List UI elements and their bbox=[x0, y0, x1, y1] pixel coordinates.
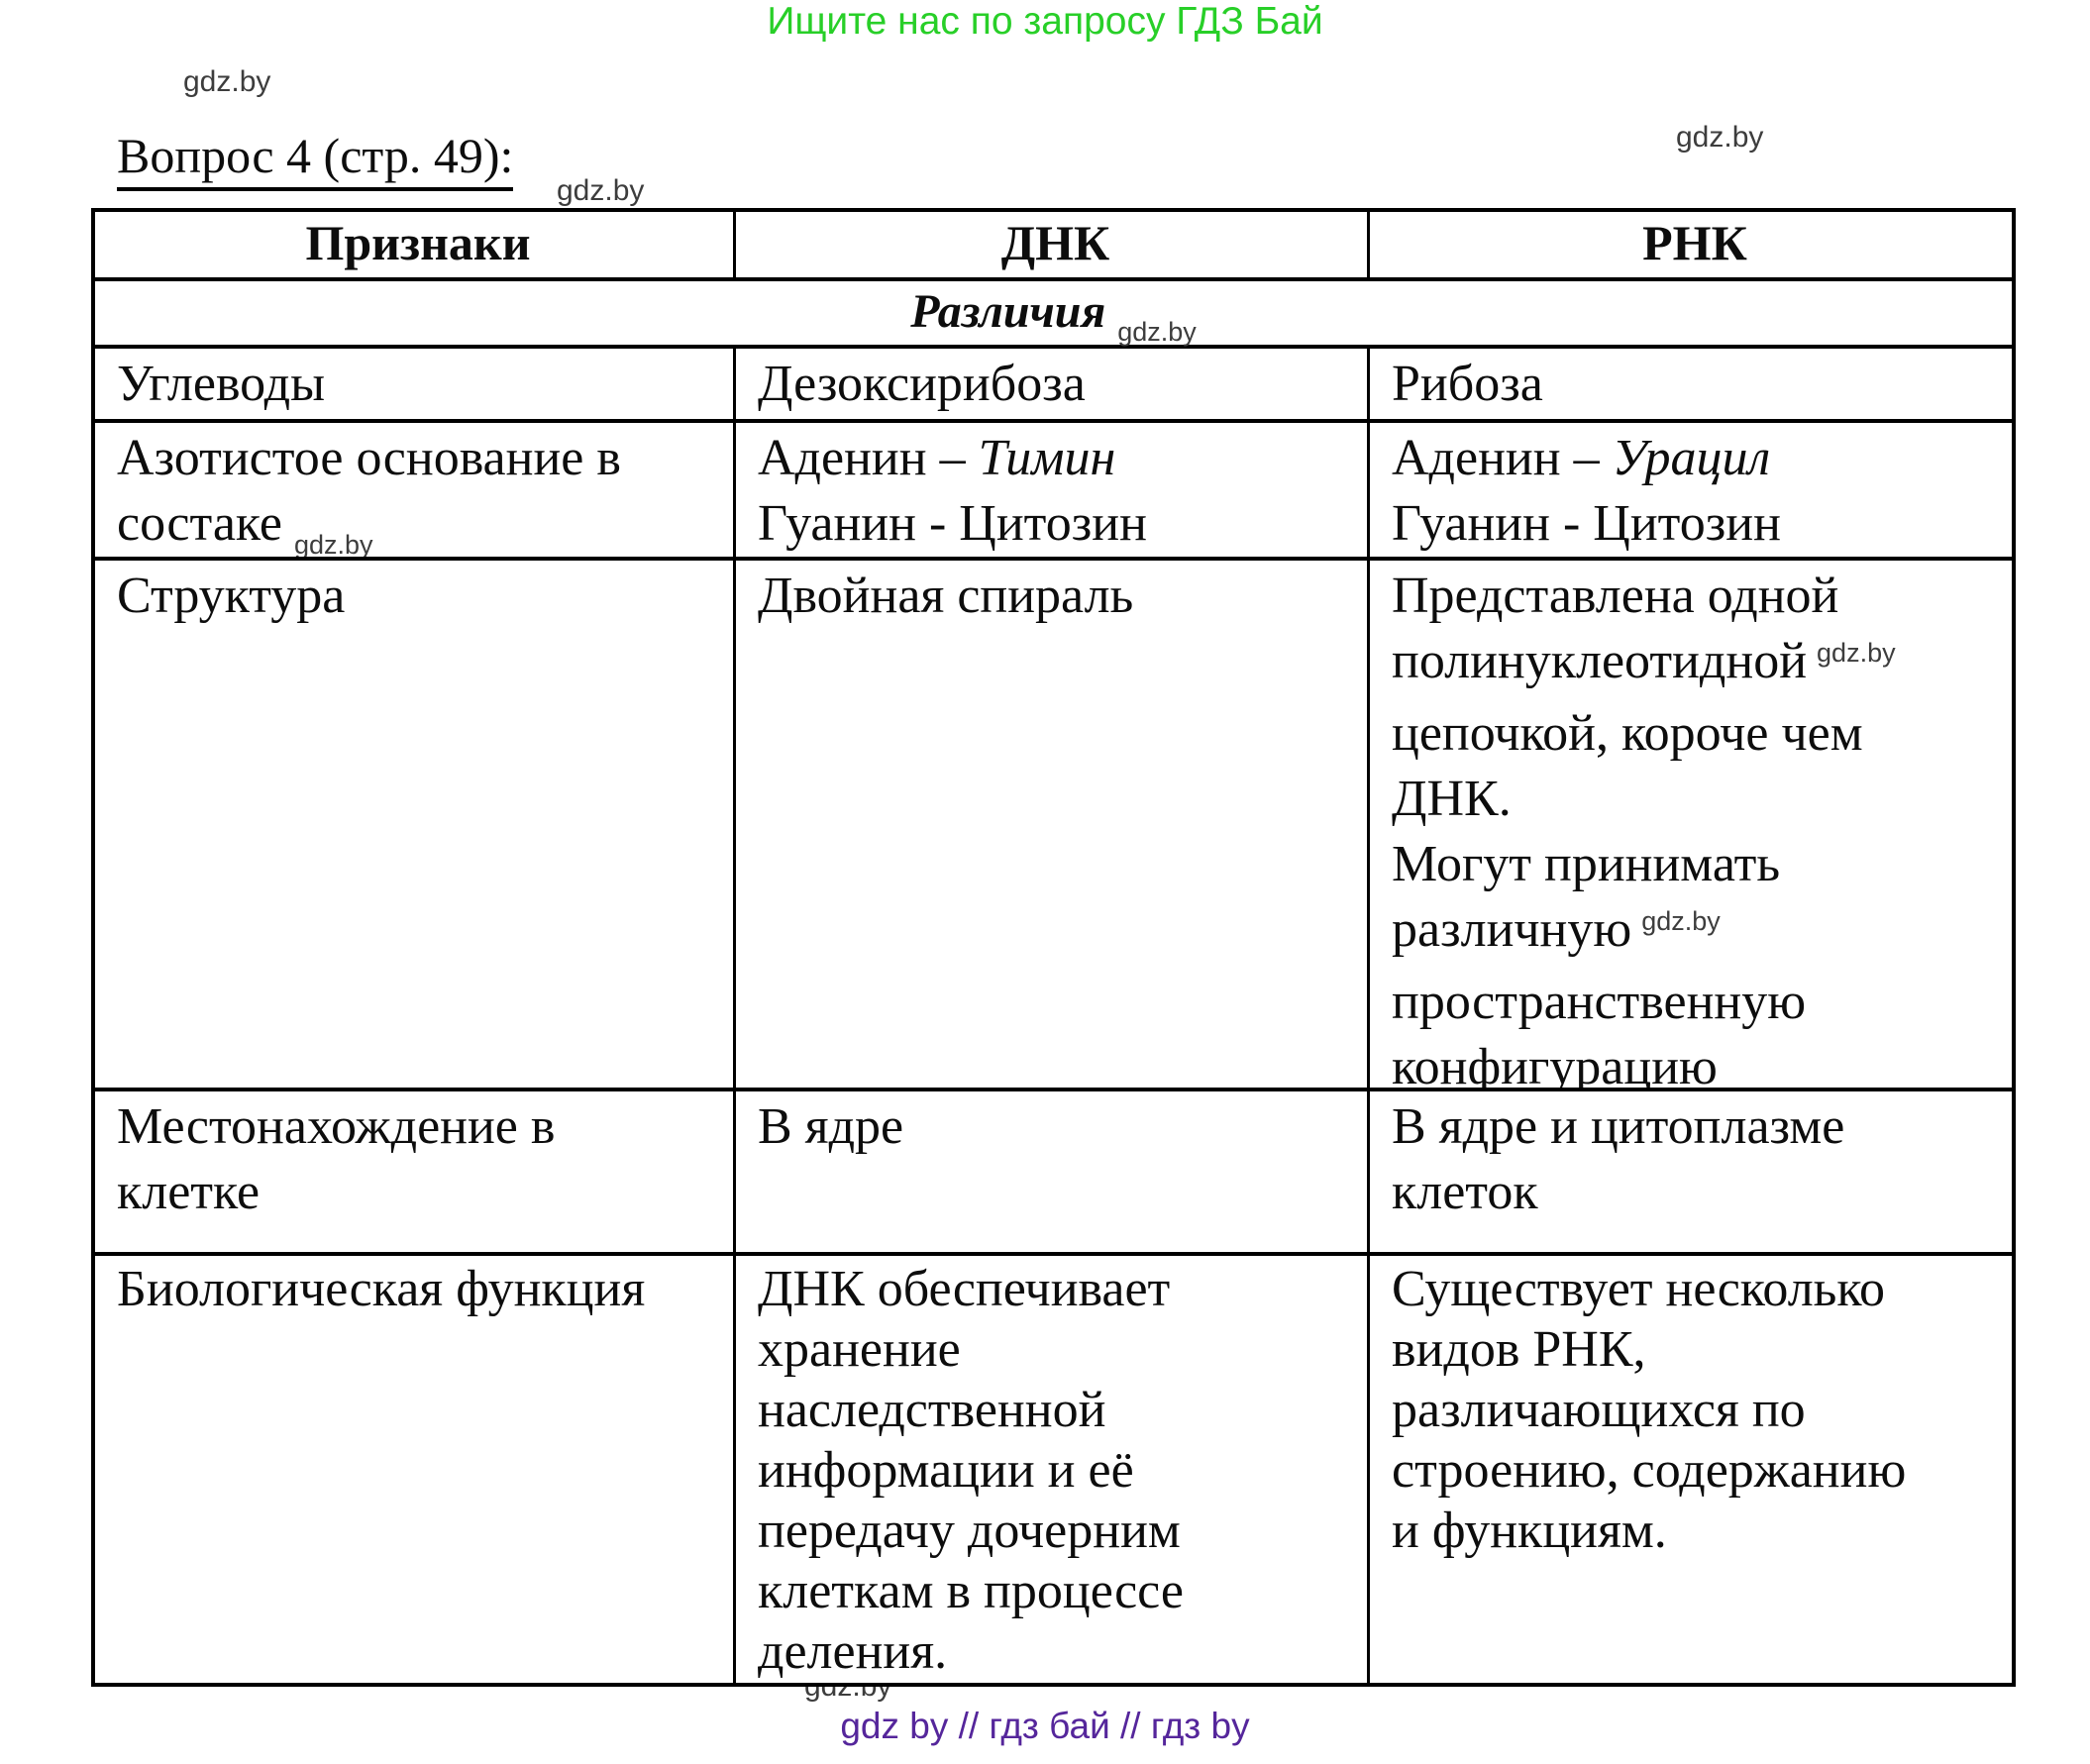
watermark-gdzby: gdz.by bbox=[1817, 638, 1896, 668]
rna-cell: Аденин – Урацил Гуанин - Цитозин bbox=[1370, 423, 2012, 557]
dna-text: Гуанин - Цитозин bbox=[758, 495, 1147, 552]
dna-text-italic: Тимин bbox=[978, 430, 1116, 486]
feature-cell: Азотистое основание в состаке gdz.by bbox=[95, 423, 736, 557]
rna-cell: Рибоза bbox=[1392, 356, 1543, 412]
rna-text: Гуанин - Цитозин bbox=[1392, 495, 1781, 552]
dna-cell: ДНК обеспечивает хранение наследственной… bbox=[736, 1256, 1370, 1683]
dna-cell: Дезоксирибоза bbox=[736, 349, 1370, 419]
table-header-row: Признаки ДНК РНК bbox=[95, 212, 2012, 281]
rna-text: Представлена одной полинуклеотидной bbox=[1392, 568, 1839, 689]
watermark-gdzby: gdz.by bbox=[1676, 121, 1764, 154]
table-row-biological-function: Биологическая функция ДНК обеспечивает х… bbox=[95, 1256, 2012, 1683]
footer-site-links: gdz by // гдз бай // гдз by bbox=[840, 1706, 1250, 1746]
table-row-carbohydrates: Углеводы Дезоксирибоза Рибоза bbox=[95, 349, 2012, 423]
feature-cell: Структура bbox=[95, 561, 736, 1088]
dna-cell: Аденин – Тимин Гуанин - Цитозин bbox=[736, 423, 1370, 557]
feature-cell: Биологическая функция bbox=[95, 1256, 736, 1683]
table-row-structure: Структура Двойная спираль Представлена о… bbox=[95, 561, 2012, 1091]
promo-banner: Ищите нас по запросу ГДЗ Бай bbox=[767, 0, 1323, 43]
section-label-cell: Различия gdz.by bbox=[95, 281, 2012, 347]
feature-cell: Местонахождение в клетке bbox=[95, 1091, 736, 1252]
rna-text-italic: Урацил bbox=[1612, 430, 1771, 486]
watermark-gdzby: gdz.by bbox=[557, 174, 645, 207]
section-label: Различия bbox=[910, 285, 1106, 338]
dna-cell: Двойная спираль bbox=[736, 561, 1370, 1088]
section-row-differences: Различия gdz.by bbox=[95, 281, 2012, 349]
rna-text: пространственную конфигурацию bbox=[1392, 974, 1807, 1088]
dna-cell: В ядре bbox=[736, 1091, 1370, 1252]
rna-cell: Существует несколько видов РНК, различаю… bbox=[1392, 1261, 1907, 1559]
watermark-gdzby: gdz.by bbox=[183, 65, 271, 98]
dna-text: Аденин – bbox=[758, 430, 979, 486]
feature-cell: Углеводы bbox=[95, 349, 736, 419]
rna-text: Аденин – bbox=[1392, 430, 1613, 486]
watermark-gdzby: gdz.by bbox=[293, 530, 373, 557]
comparison-table: Признаки ДНК РНК Различия gdz.by Углеводы… bbox=[91, 208, 2016, 1687]
column-header-dna: ДНК bbox=[736, 212, 1370, 277]
rna-cell: Представлена одной полинуклеотидной gdz.b… bbox=[1370, 561, 2012, 1088]
rna-cell: В ядре и цитоплазме клеток bbox=[1392, 1098, 1845, 1220]
column-header-features: Признаки bbox=[95, 212, 736, 277]
column-header-rna: РНК bbox=[1642, 215, 1747, 270]
page-title: Вопрос 4 (стр. 49): bbox=[117, 127, 514, 191]
watermark-gdzby: gdz.by bbox=[1641, 906, 1721, 936]
table-row-location: Местонахождение в клетке В ядре В ядре и… bbox=[95, 1091, 2012, 1256]
rna-text: цепочкой, короче чем ДНК. Могут принимат… bbox=[1392, 705, 1863, 958]
table-row-nitrogen-bases: Азотистое основание в состаке gdz.by Аден… bbox=[95, 423, 2012, 561]
feature-text: Азотистое основание в состаке bbox=[117, 430, 621, 552]
watermark-gdzby: gdz.by bbox=[1117, 317, 1197, 347]
